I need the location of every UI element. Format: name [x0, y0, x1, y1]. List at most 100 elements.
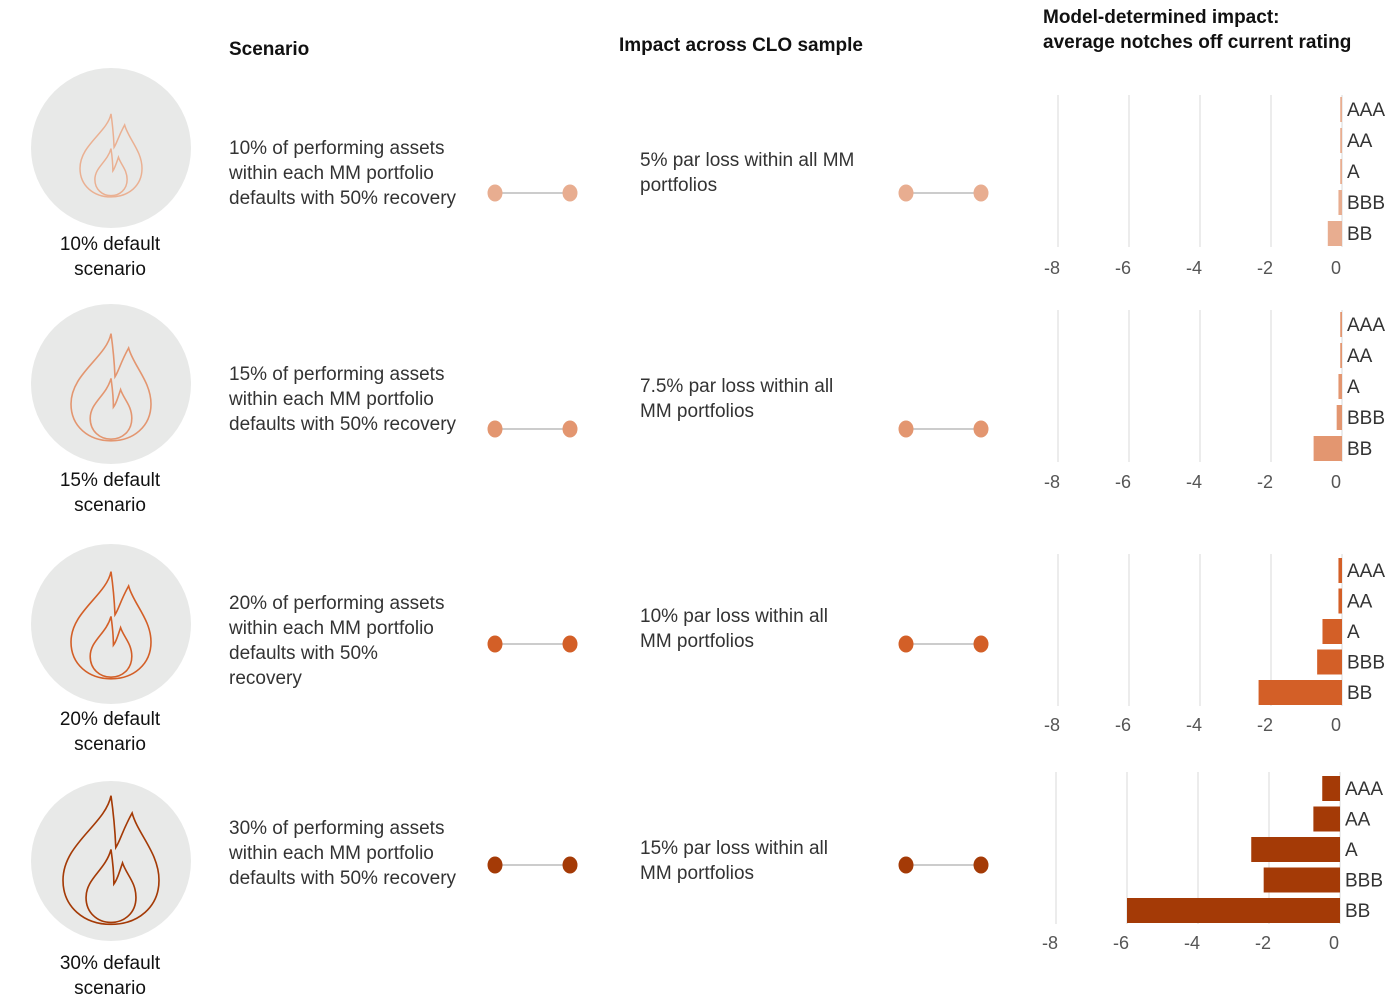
flame-icon	[70, 571, 152, 680]
scenario-badge	[31, 781, 191, 941]
scenario-label-line1: 30% default	[59, 953, 161, 974]
connector-right	[898, 184, 989, 202]
scenario-description: 15% of performing assets within each MM …	[229, 364, 457, 435]
category-label: A	[1347, 377, 1360, 398]
bar	[1258, 680, 1342, 705]
scenario-label-line1: 15% default	[59, 470, 161, 491]
tick-label: -6	[1113, 933, 1129, 953]
tick-label: -4	[1184, 933, 1200, 953]
category-label: BB	[1345, 901, 1370, 922]
bar	[1317, 649, 1342, 675]
tick-label: -2	[1257, 472, 1273, 492]
scenario-header: Scenario	[229, 39, 310, 60]
category-label: BB	[1347, 439, 1372, 460]
category-label: BBB	[1347, 408, 1385, 429]
bar	[1338, 588, 1342, 614]
scenario-label-line2: scenario	[74, 734, 146, 755]
tick-label: -6	[1115, 715, 1131, 735]
model-impact-header-line2: average notches off current rating	[1043, 32, 1352, 53]
tick-label: -6	[1115, 472, 1131, 492]
scenario-badge	[31, 544, 191, 704]
tick-label: -2	[1257, 715, 1273, 735]
impact-text: 7.5% par loss within all MM portfolios	[640, 376, 834, 422]
bar	[1336, 405, 1342, 430]
category-label: AAA	[1347, 100, 1385, 121]
connector-right	[898, 856, 989, 874]
scenario-label-line2: scenario	[74, 495, 146, 516]
scenario-badge	[31, 304, 191, 464]
bar	[1340, 97, 1342, 122]
category-label: BBB	[1345, 871, 1383, 892]
category-label: AAA	[1345, 779, 1383, 800]
scenario-row-30: 30% default scenario 30% of performing a…	[0, 768, 1391, 1008]
category-label: A	[1347, 622, 1360, 643]
bar	[1263, 867, 1340, 893]
flame-icon	[62, 795, 160, 926]
category-label: BBB	[1347, 193, 1385, 214]
tick-label: 0	[1331, 258, 1341, 278]
bar	[1340, 312, 1342, 337]
scenario-label-line2: scenario	[74, 978, 146, 999]
scenario-description: 20% of performing assets within each MM …	[229, 593, 445, 689]
scenario-label-line2: scenario	[74, 259, 146, 280]
bar	[1322, 619, 1342, 644]
connector-right	[898, 635, 989, 653]
bar	[1338, 374, 1342, 399]
scenario-description: 10% of performing assets within each MM …	[229, 138, 457, 209]
bar	[1251, 837, 1340, 862]
category-label: AA	[1345, 810, 1371, 831]
scenario-row-10: 10% default scenario 10% of performing a…	[0, 55, 1391, 295]
tick-label: 0	[1329, 933, 1339, 953]
scenario-row-20: 20% default scenario 20% of performing a…	[0, 530, 1391, 770]
tick-label: -8	[1044, 472, 1060, 492]
flame-icon	[70, 333, 152, 442]
tick-label: -8	[1044, 258, 1060, 278]
connector-right	[898, 420, 989, 438]
tick-label: -8	[1044, 715, 1060, 735]
tick-label: -4	[1186, 472, 1202, 492]
category-label: A	[1347, 162, 1360, 183]
category-label: AA	[1347, 131, 1373, 152]
tick-label: -4	[1186, 715, 1202, 735]
impact-header: Impact across CLO sample	[619, 35, 863, 56]
scenario-badge	[31, 68, 191, 228]
category-label: AAA	[1347, 561, 1385, 582]
tick-label: -2	[1255, 933, 1271, 953]
bar	[1340, 128, 1342, 153]
impact-text: 5% par loss within all MM portfolios	[640, 150, 855, 196]
bar	[1322, 776, 1340, 801]
category-label: AA	[1347, 592, 1373, 613]
tick-label: 0	[1331, 715, 1341, 735]
bar	[1340, 159, 1342, 184]
tick-label: -2	[1257, 258, 1273, 278]
bar	[1313, 436, 1342, 461]
category-label: AAA	[1347, 315, 1385, 336]
category-label: BB	[1347, 683, 1372, 704]
bar	[1127, 898, 1340, 923]
category-label: BB	[1347, 224, 1372, 245]
scenario-label-line1: 10% default	[59, 234, 161, 255]
tick-label: 0	[1331, 472, 1341, 492]
flame-icon	[79, 113, 143, 198]
category-label: BBB	[1347, 653, 1385, 674]
bar	[1327, 221, 1342, 246]
bar	[1338, 190, 1342, 215]
bar	[1340, 343, 1342, 368]
bar	[1338, 558, 1342, 583]
scenario-row-15: 15% default scenario 15% of performing a…	[0, 291, 1391, 531]
bar	[1313, 806, 1340, 832]
connector-left	[487, 856, 578, 874]
scenario-label-line1: 20% default	[59, 709, 161, 730]
scenario-description: 30% of performing assets within each MM …	[229, 818, 457, 889]
model-impact-header-line1: Model-determined impact:	[1043, 7, 1280, 28]
impact-text: 15% par loss within all MM portfolios	[640, 838, 828, 884]
connector-left	[487, 635, 578, 653]
tick-label: -8	[1042, 933, 1058, 953]
connector-left	[487, 420, 578, 438]
category-label: AA	[1347, 346, 1373, 367]
category-label: A	[1345, 840, 1358, 861]
connector-left	[487, 184, 578, 202]
